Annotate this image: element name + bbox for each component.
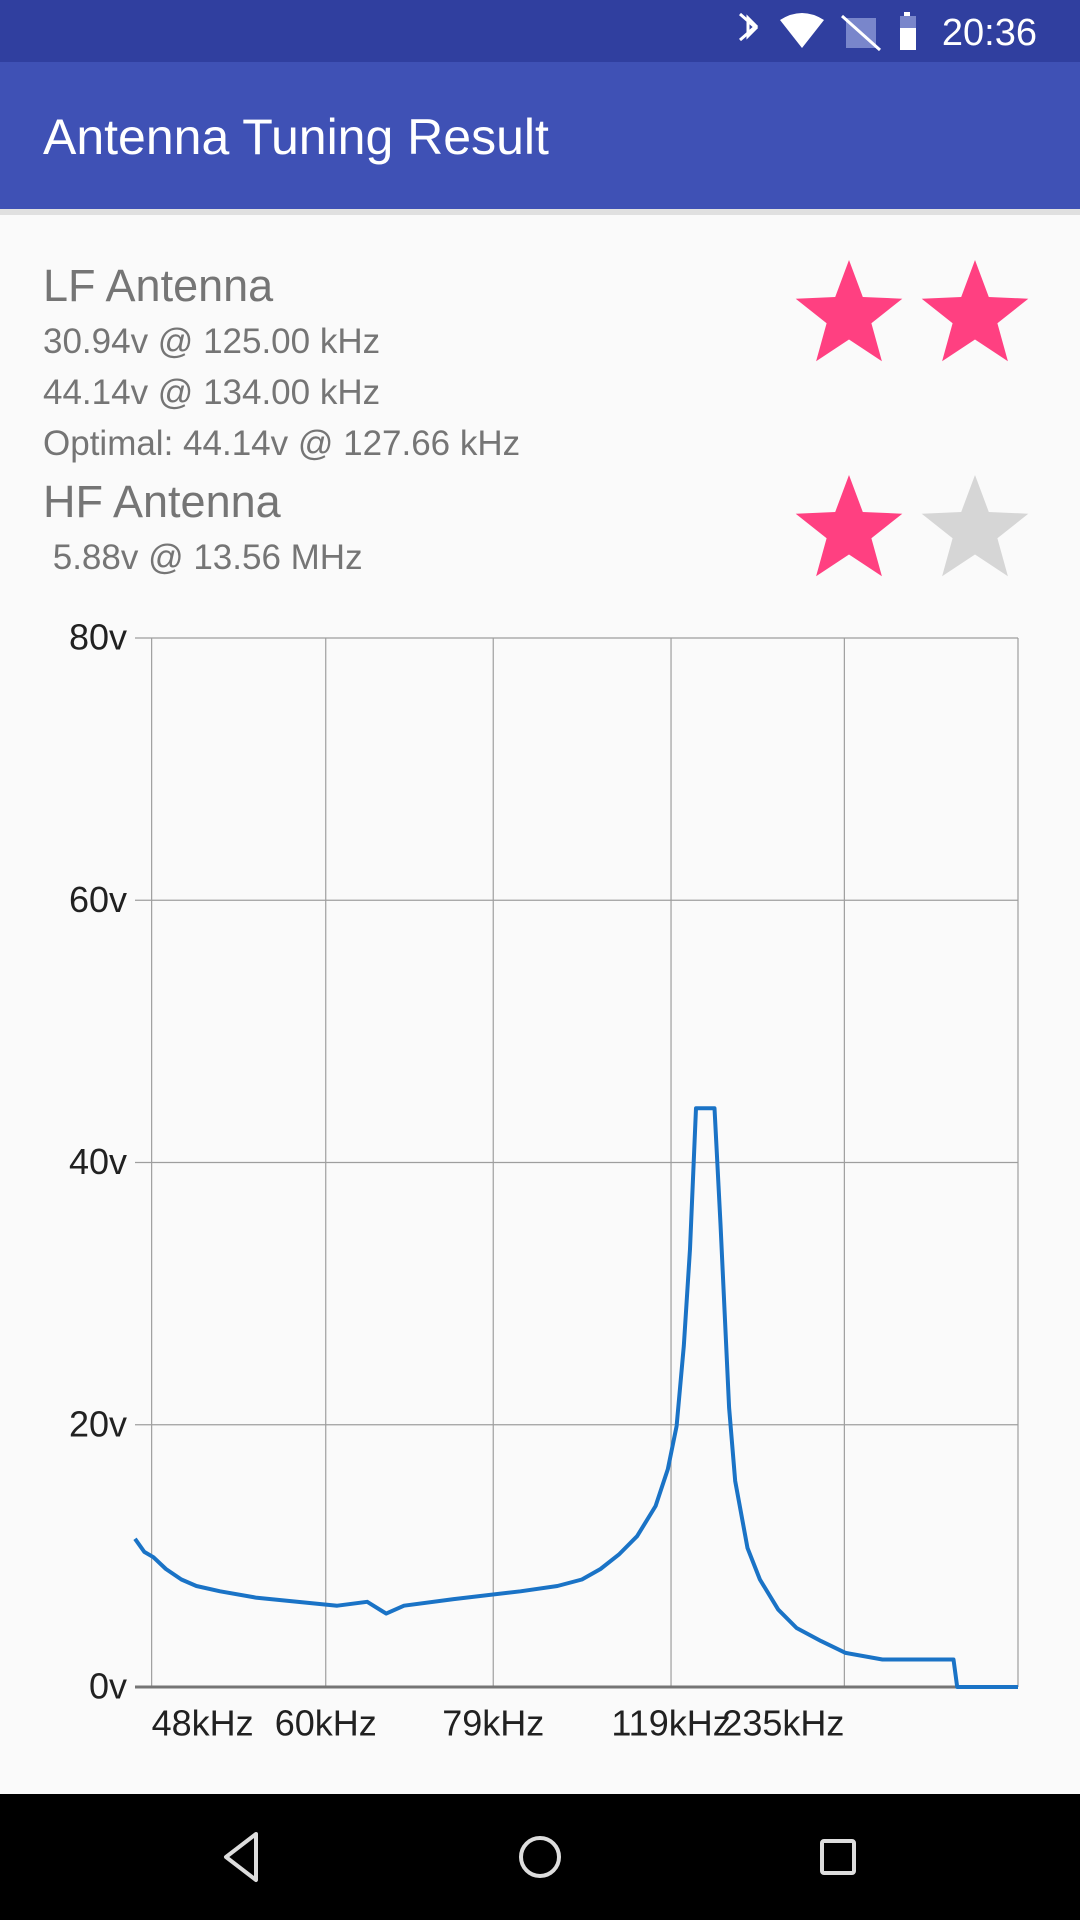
- app-bar: [0, 62, 1080, 209]
- y-tick-label: 60v: [69, 879, 127, 920]
- lf-line: 30.94v @ 125.00 kHz: [43, 322, 380, 361]
- lf-line: Optimal: 44.14v @ 127.66 kHz: [43, 424, 520, 463]
- x-tick-label: 119kHz: [611, 1703, 730, 1744]
- signal-slash: [840, 14, 882, 52]
- rating-star: [921, 260, 1029, 362]
- nav-bar: [0, 1794, 1080, 1920]
- status-bar: [0, 0, 1080, 62]
- app-bar-shadow: [0, 209, 1080, 215]
- status-time: 20:36: [942, 12, 1037, 54]
- hf-heading: HF Antenna: [43, 476, 282, 527]
- recents-button[interactable]: [820, 1839, 856, 1875]
- rating-star: [795, 475, 903, 577]
- back-button[interactable]: [224, 1832, 258, 1882]
- lf-heading: LF Antenna: [43, 260, 274, 311]
- rating-star: [795, 260, 903, 362]
- y-tick-label: 0v: [89, 1666, 127, 1707]
- wifi-icon: [780, 13, 824, 48]
- x-tick-label: 48kHz: [152, 1703, 254, 1744]
- battery-tip: [904, 12, 910, 16]
- bluetooth-icon: [739, 12, 759, 42]
- x-tick-label: 235kHz: [722, 1703, 844, 1744]
- lf-line: 44.14v @ 134.00 kHz: [43, 373, 380, 412]
- status-icons: [739, 12, 916, 52]
- y-tick-label: 40v: [69, 1141, 127, 1182]
- data-line: [133, 1106, 1018, 1689]
- x-tick-label: 79kHz: [442, 1703, 544, 1744]
- rating-star: [921, 475, 1029, 577]
- home-button[interactable]: [519, 1836, 561, 1878]
- x-tick-label: 60kHz: [275, 1703, 377, 1744]
- battery-level: [900, 28, 916, 50]
- y-tick-label: 20v: [69, 1403, 127, 1444]
- hf-line: 5.88v @ 13.56 MHz: [43, 538, 363, 577]
- y-tick-label: 80v: [69, 617, 127, 658]
- app-title: Antenna Tuning Result: [43, 109, 549, 165]
